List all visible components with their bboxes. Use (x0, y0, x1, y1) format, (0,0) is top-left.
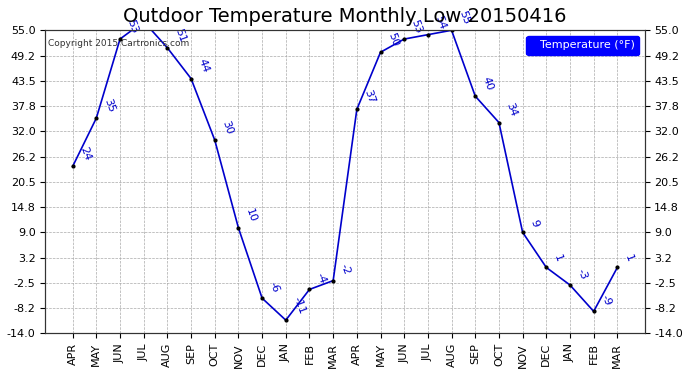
Legend: Temperature (°F): Temperature (°F) (526, 36, 639, 55)
Text: 44: 44 (197, 58, 211, 74)
Text: -6: -6 (268, 280, 281, 294)
Text: 10: 10 (244, 207, 258, 224)
Text: 34: 34 (504, 102, 519, 118)
Text: 1: 1 (552, 253, 564, 263)
Text: Copyright 2015 Cartronics.com: Copyright 2015 Cartronics.com (48, 39, 190, 48)
Text: -11: -11 (291, 296, 307, 316)
Title: Outdoor Temperature Monthly Low 20150416: Outdoor Temperature Monthly Low 20150416 (124, 7, 566, 26)
Text: -2: -2 (339, 262, 352, 276)
Text: -9: -9 (599, 293, 613, 307)
Text: 37: 37 (362, 88, 377, 105)
Text: -4: -4 (315, 272, 328, 285)
Text: 9: 9 (528, 218, 540, 228)
Text: 53: 53 (126, 18, 140, 35)
Text: 57: 57 (0, 374, 1, 375)
Text: 24: 24 (78, 146, 92, 162)
Text: 40: 40 (481, 75, 495, 92)
Text: 30: 30 (220, 119, 235, 136)
Text: 55: 55 (457, 9, 471, 26)
Text: 1: 1 (623, 253, 635, 263)
Text: -3: -3 (575, 267, 589, 281)
Text: 54: 54 (433, 14, 448, 30)
Text: 53: 53 (410, 18, 424, 35)
Text: 50: 50 (386, 32, 400, 48)
Text: 51: 51 (173, 27, 187, 44)
Text: 35: 35 (102, 98, 116, 114)
